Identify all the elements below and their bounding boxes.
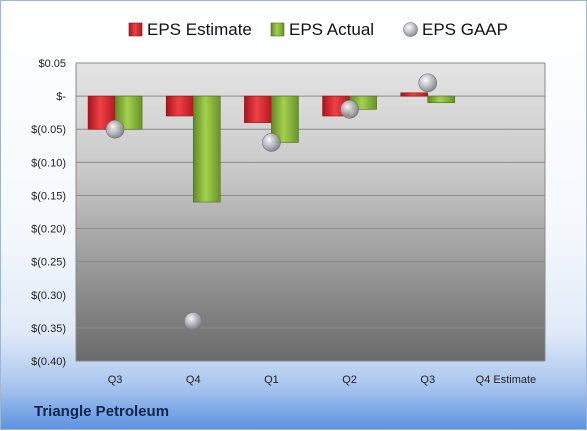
legend: EPS Estimate EPS Actual EPS GAAP [128,20,508,39]
company-name: Triangle Petroleum [34,403,170,420]
x-tick-label: Q4 Estimate [476,374,537,386]
y-tick-label: $(0.15) [31,190,66,202]
x-tick-label: Q3 [420,374,435,386]
legend-swatch [128,22,143,37]
eps-gaap-marker [418,73,438,93]
grid-lines [75,62,546,362]
y-tick-label: $(0.05) [31,124,66,136]
y-tick-label: $- [56,91,66,103]
legend-label: EPS GAAP [422,20,508,39]
eps-gaap-marker [105,119,125,139]
eps-estimate-bar [400,92,429,97]
y-tick-label: $0.05 [38,58,66,70]
legend-swatch [270,22,285,37]
x-tick-label: Q1 [264,374,279,386]
eps-gaap-marker [340,100,359,119]
legend-marker [403,22,418,37]
eps-estimate-bar [244,95,272,123]
x-tick-label: Q2 [342,374,357,386]
gaap-markers [105,73,438,331]
eps-actual-bar [427,95,456,104]
y-tick-label: $(0.20) [31,224,66,236]
legend-label: EPS Estimate [147,20,252,39]
x-tick-label: Q4 [186,374,201,386]
eps-actual-bar [192,95,221,203]
x-tick-label: Q3 [108,374,123,386]
eps-gaap-marker [262,133,281,152]
y-tick-label: $(0.35) [31,323,66,335]
legend-label: EPS Actual [289,20,374,39]
y-tick-label: $(0.30) [31,290,66,302]
y-axis-labels: $0.05 $- $(0.05) $(0.10) $(0.15) $(0.20) $(0.2… [31,58,66,368]
eps-estimate-bar [165,95,194,117]
y-tick-label: $(0.25) [31,257,66,269]
plot-area [76,63,545,361]
x-axis-labels: Q3 Q4 Q1 Q2 Q3 Q4 Estimate [108,374,536,386]
y-tick-label: $(0.40) [31,356,66,368]
y-tick-label: $(0.10) [31,157,66,169]
eps-gaap-marker [183,311,203,331]
